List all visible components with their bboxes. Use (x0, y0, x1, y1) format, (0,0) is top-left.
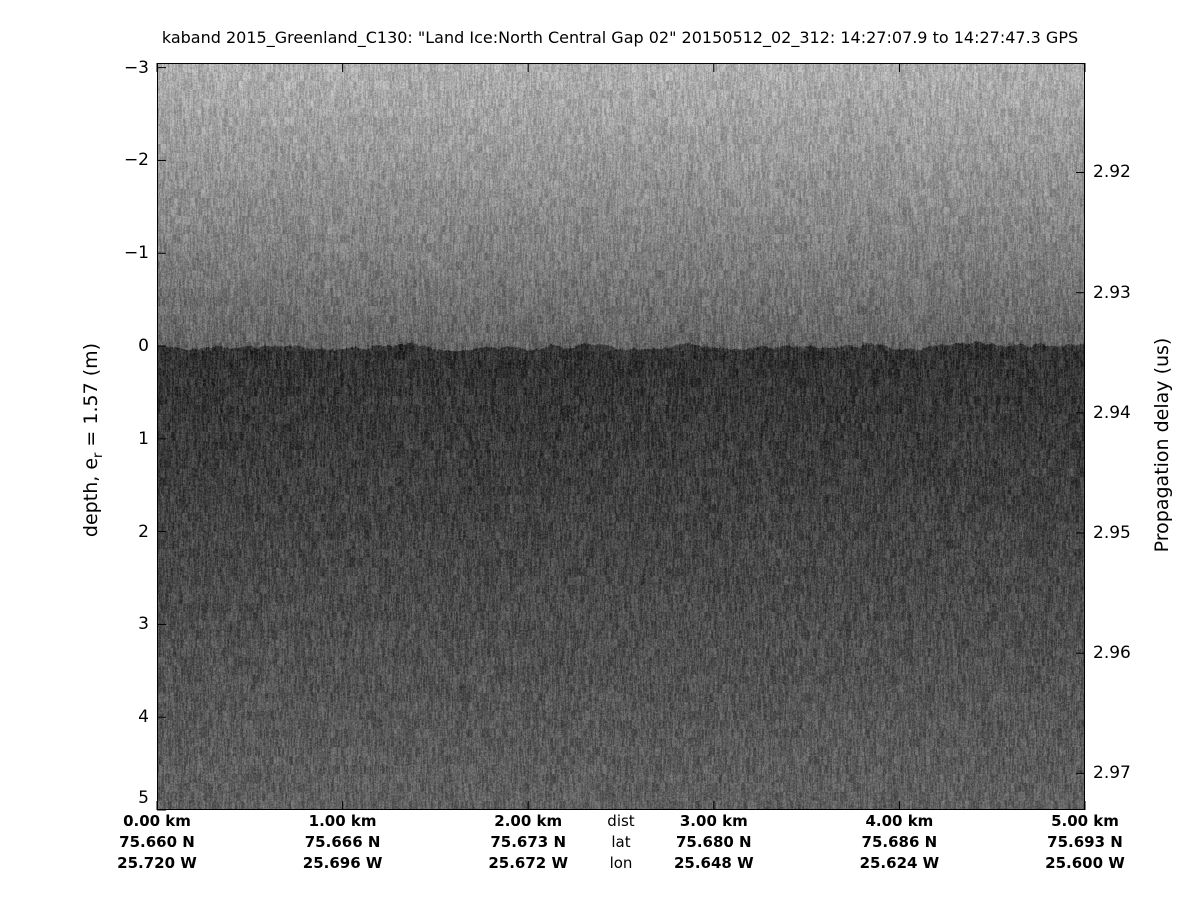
y-right-tick-label: 2.92 (1093, 162, 1131, 183)
x-tick-label: 0.00 km 75.660 N 25.720 W (117, 811, 197, 874)
y-left-tick-label: 3 (138, 614, 149, 635)
x-tick-lon: 25.696 W (302, 854, 383, 872)
y-right-tick-label: 2.96 (1093, 643, 1131, 664)
x-row-labels: dist lat lon (607, 811, 634, 874)
plot-border (157, 63, 1085, 810)
x-tick-lon: 25.672 W (488, 854, 569, 872)
y-left-tick-label: 5 (138, 788, 149, 808)
x-tick-label: 5.00 km 75.693 N 25.600 W (1045, 811, 1125, 874)
x-tick-dist: 2.00 km (494, 812, 563, 830)
chart-title: kaband 2015_Greenland_C130: "Land Ice:No… (161, 28, 1079, 47)
x-tick-lat: 75.666 N (304, 833, 381, 851)
x-tick-lon: 25.600 W (1045, 854, 1125, 872)
x-row-label: lat (611, 833, 631, 851)
x-tick-lat: 75.686 N (861, 833, 938, 851)
x-tick-dist: 0.00 km (123, 812, 191, 830)
x-tick-label: 2.00 km 75.673 N 25.672 W (488, 811, 568, 874)
x-tick-label: 3.00 km 75.680 N 25.648 W (674, 811, 754, 874)
x-tick-lon: 25.648 W (673, 854, 754, 872)
x-tick-dist: 1.00 km (308, 812, 377, 830)
y-left-tick-label: 2 (138, 521, 149, 542)
y-left-tick-label: −2 (123, 150, 149, 171)
y-axis-left-label: depth, er = 1.57 (m) (80, 343, 106, 537)
x-tick-label: 4.00 km 75.686 N 25.624 W (860, 811, 940, 874)
plot-area (156, 63, 1086, 811)
y-label-tail: = 1.57 (m) (80, 342, 103, 453)
y-label-main: depth, e (80, 457, 103, 538)
y-axis-right-label: Propagation delay (us) (1151, 337, 1173, 553)
x-row-label: lon (609, 854, 633, 872)
x-tick-lon: 25.720 W (117, 854, 197, 872)
x-tick-dist: 4.00 km (865, 812, 934, 830)
x-tick-lat: 75.673 N (490, 833, 567, 851)
y-label-subscript: r (90, 452, 106, 458)
axes-frame (156, 63, 1086, 811)
x-tick-dist: 3.00 km (679, 812, 748, 830)
x-tick-label: 1.00 km 75.666 N 25.696 W (303, 811, 383, 874)
x-tick-lat: 75.680 N (675, 833, 752, 851)
x-tick-lat: 75.693 N (1047, 833, 1123, 851)
x-row-label: dist (607, 812, 635, 830)
y-left-tick-label: −3 (123, 57, 149, 78)
y-right-tick-label: 2.93 (1093, 282, 1131, 303)
x-tick-lon: 25.624 W (859, 854, 940, 872)
y-right-tick-label: 2.97 (1093, 763, 1131, 784)
y-left-tick-label: 4 (138, 707, 149, 728)
y-left-tick-label: −1 (123, 243, 149, 264)
x-tick-dist: 5.00 km (1051, 812, 1119, 830)
y-right-tick-label: 2.94 (1093, 402, 1131, 423)
x-tick-lat: 75.660 N (119, 833, 195, 851)
y-right-tick-label: 2.95 (1093, 523, 1131, 543)
echogram-image (157, 63, 1085, 810)
y-left-tick-label: 0 (138, 336, 149, 357)
y-left-tick-label: 1 (138, 428, 149, 449)
